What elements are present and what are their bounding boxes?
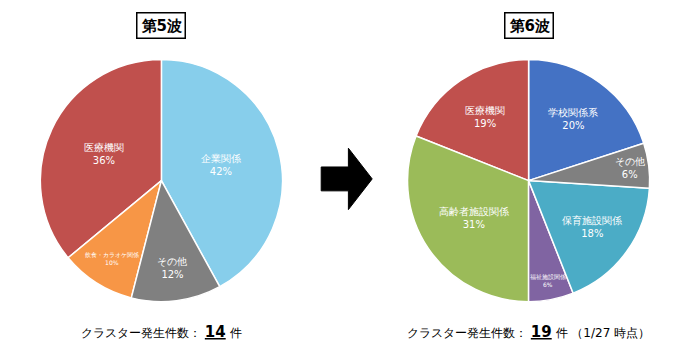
svg-text:飲食・カラオケ関係10%: 飲食・カラオケ関係10% [85,251,139,266]
svg-text:その他12%: その他12% [157,256,187,280]
svg-text:福祉施設関係6%: 福祉施設関係6% [530,274,566,288]
svg-text:クラスター発生件数： 19 件 （1/27 時点）: クラスター発生件数： 19 件 （1/27 時点） [407,323,650,341]
svg-text:第5波: 第5波 [141,17,182,35]
svg-text:クラスター発生件数： 14 件: クラスター発生件数： 14 件 [81,323,242,341]
svg-text:医療機関19%: 医療機関19% [465,105,505,129]
svg-text:学校関係系20%: 学校関係系20% [548,107,598,131]
svg-text:企業関係42%: 企業関係42% [201,153,241,177]
svg-text:高齢者施設関係31%: 高齢者施設関係31% [439,206,509,230]
svg-text:保育施設関係18%: 保育施設関係18% [562,215,622,239]
svg-text:第6波: 第6波 [509,17,550,35]
svg-text:その他6%: その他6% [615,156,645,180]
svg-text:医療機関36%: 医療機関36% [84,142,124,166]
